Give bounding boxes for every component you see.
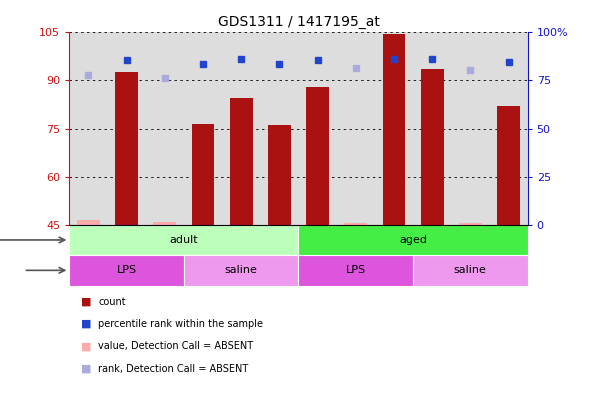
Bar bbox=[298, 225, 528, 255]
Bar bbox=[77, 220, 100, 225]
Bar bbox=[230, 98, 253, 225]
Text: rank, Detection Call = ABSENT: rank, Detection Call = ABSENT bbox=[98, 364, 248, 373]
Text: GSM73017: GSM73017 bbox=[499, 228, 508, 277]
Text: LPS: LPS bbox=[346, 265, 366, 275]
Bar bbox=[497, 106, 520, 225]
Text: GSM73016: GSM73016 bbox=[461, 228, 470, 277]
Text: aged: aged bbox=[399, 235, 427, 245]
Text: ■: ■ bbox=[81, 297, 92, 307]
Text: GSM73000: GSM73000 bbox=[309, 228, 318, 277]
Bar bbox=[184, 255, 298, 286]
Bar bbox=[192, 124, 215, 225]
Text: percentile rank within the sample: percentile rank within the sample bbox=[98, 319, 264, 329]
Bar bbox=[268, 126, 291, 225]
Bar bbox=[306, 87, 329, 225]
Text: GSM73002: GSM73002 bbox=[423, 228, 432, 277]
Text: saline: saline bbox=[225, 265, 257, 275]
Text: ■: ■ bbox=[81, 341, 92, 351]
Text: count: count bbox=[98, 297, 126, 307]
Text: GSM73341: GSM73341 bbox=[385, 228, 394, 277]
Text: GSM73019: GSM73019 bbox=[156, 228, 165, 277]
Bar bbox=[69, 255, 184, 286]
Text: GSM73018: GSM73018 bbox=[118, 228, 127, 277]
Bar bbox=[153, 222, 176, 225]
Title: GDS1311 / 1417195_at: GDS1311 / 1417195_at bbox=[218, 15, 379, 29]
Bar bbox=[344, 223, 367, 225]
Text: saline: saline bbox=[454, 265, 487, 275]
Text: GSM73015: GSM73015 bbox=[270, 228, 279, 277]
Text: GSM73340: GSM73340 bbox=[347, 228, 356, 277]
Bar bbox=[69, 225, 298, 255]
Text: ■: ■ bbox=[81, 364, 92, 373]
Text: value, Detection Call = ABSENT: value, Detection Call = ABSENT bbox=[98, 341, 253, 351]
Text: GSM72507: GSM72507 bbox=[80, 228, 89, 277]
Text: GSM73001: GSM73001 bbox=[194, 228, 203, 277]
Bar bbox=[459, 223, 482, 225]
Text: LPS: LPS bbox=[116, 265, 137, 275]
Bar bbox=[115, 72, 138, 225]
Bar bbox=[413, 255, 528, 286]
Bar bbox=[382, 34, 405, 225]
Bar bbox=[298, 255, 413, 286]
Text: adult: adult bbox=[169, 235, 198, 245]
Bar bbox=[421, 69, 444, 225]
Text: ■: ■ bbox=[81, 319, 92, 329]
Text: GSM73014: GSM73014 bbox=[232, 228, 241, 277]
